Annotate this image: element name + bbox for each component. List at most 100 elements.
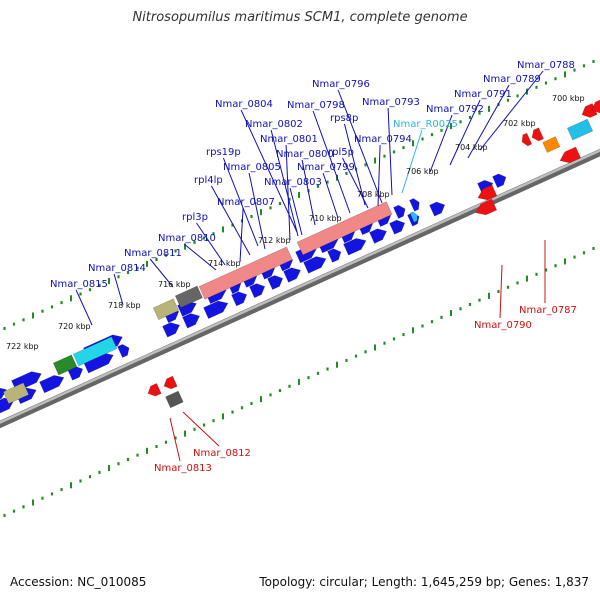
gene-label-nmar_0788: Nmar_0788 <box>517 60 575 71</box>
gene-label-nmar_0804: Nmar_0804 <box>215 99 273 110</box>
reverse-cds-arrow <box>475 198 498 216</box>
kbp-tick-label: 710 kbp <box>309 214 342 223</box>
gene-label-nmar_0812: Nmar_0812 <box>193 448 251 459</box>
gene-label-nmar_0789: Nmar_0789 <box>483 74 541 85</box>
leader-line <box>149 258 174 288</box>
misc-feature-box <box>566 118 594 141</box>
kbp-labels: 700 kbp 702 kbp 704 kbp 706 kbp 708 kbp 710 k… <box>6 94 585 351</box>
gene-label-nmar_0815: Nmar_0815 <box>50 279 108 290</box>
gene-label-nmar_0811: Nmar_0811 <box>124 248 182 259</box>
kbp-tick-label: 704 kbp <box>455 143 488 152</box>
gene-features <box>0 99 600 414</box>
leader-line <box>312 110 351 214</box>
forward-cds-arrow <box>492 173 507 188</box>
gene-label-nmar_0803: Nmar_0803 <box>264 177 322 188</box>
gene-label-nmar_0800: Nmar_0800 <box>276 149 334 160</box>
gene-label-nmar_0810: Nmar_0810 <box>158 233 216 244</box>
gene-label-nmar_0805: Nmar_0805 <box>223 162 281 173</box>
gene-label-nmar_0801: Nmar_0801 <box>260 134 318 145</box>
reverse-cds-arrow <box>559 146 582 164</box>
leader-line <box>183 243 217 271</box>
gene-label-rps19p: rps19p <box>206 147 241 158</box>
misc-feature-box <box>165 390 184 409</box>
misc-feature-box <box>152 298 180 321</box>
leader-line <box>210 185 251 256</box>
gene-label-rpl4lp: rpl4lp <box>194 175 223 186</box>
kbp-tick-label: 706 kbp <box>406 167 439 176</box>
map-title: Nitrosopumilus maritimus SCM1, complete … <box>132 10 468 25</box>
gene-label-rpl5p: rpl5p <box>328 147 354 158</box>
accession-text: Accession: NC_010085 <box>10 575 147 589</box>
leader-line <box>222 157 259 247</box>
leader-line <box>387 107 393 196</box>
leader-line <box>240 109 298 233</box>
forward-cds-arrow <box>182 313 200 329</box>
leader-line <box>285 144 291 241</box>
genome-backbone <box>0 148 600 429</box>
leader-line <box>344 123 366 206</box>
kbp-tick-label: 700 kbp <box>552 94 585 103</box>
leader-line <box>239 207 244 263</box>
kbp-tick-label: 716 kbp <box>158 280 191 289</box>
gene-label-nmar_0813: Nmar_0813 <box>154 463 212 474</box>
forward-cds-arrow <box>429 201 446 217</box>
leader-line <box>270 129 299 237</box>
gene-label-nmar_0798: Nmar_0798 <box>287 100 345 111</box>
gene-label-rpl3p: rpl3p <box>182 212 208 223</box>
forward-cds-arrow <box>393 204 406 219</box>
reverse-cds-arrow <box>477 184 498 201</box>
forward-cds-arrow <box>162 322 180 338</box>
leader-line <box>301 159 316 226</box>
misc-feature-box <box>2 382 30 405</box>
forward-cds-arrow <box>409 198 420 212</box>
gene-label-nmar_0793: Nmar_0793 <box>362 97 420 108</box>
label-leader-lines <box>75 70 546 462</box>
forward-cds-arrow <box>369 228 387 244</box>
forward-cds-arrow <box>203 300 229 319</box>
gene-label-nmar_r0025: Nmar_R0025 <box>393 119 458 130</box>
misc-feature-box <box>542 136 561 153</box>
leader-line <box>196 222 226 266</box>
leader-line <box>479 70 544 151</box>
leader-line <box>322 172 339 219</box>
forward-cds-arrow <box>327 248 342 263</box>
leader-line <box>499 264 503 319</box>
kbp-tick-label: 720 kbp <box>58 322 91 331</box>
genome-stats-text: Topology: circular; Length: 1,645,259 bp… <box>259 575 589 589</box>
forward-cds-arrow <box>0 387 7 400</box>
gene-label-nmar_0802: Nmar_0802 <box>245 119 303 130</box>
kbp-tick-label: 708 kbp <box>357 190 390 199</box>
gene-label-nmar_0794: Nmar_0794 <box>354 134 412 145</box>
forward-cds-arrow <box>283 267 301 283</box>
leader-line <box>467 84 510 159</box>
ncrna-arrow <box>409 211 418 223</box>
reverse-cds-arrow <box>163 375 178 390</box>
forward-cds-arrow <box>249 283 266 299</box>
leader-line <box>449 99 481 166</box>
misc-feature-box <box>52 354 78 376</box>
gene-label-nmar_0807: Nmar_0807 <box>217 197 275 208</box>
reverse-cds-arrow <box>521 132 533 147</box>
gene-labels: Nmar_0788 Nmar_0789 Nmar_0791 Nmar_0796 Nmar… <box>50 60 577 474</box>
forward-cds-arrow <box>267 275 284 290</box>
leader-line <box>248 172 266 250</box>
rrna-box <box>198 246 293 300</box>
misc-feature-box <box>72 336 118 367</box>
leader-line <box>377 144 381 207</box>
gene-label-nmar_0796: Nmar_0796 <box>312 79 370 90</box>
gene-label-nmar_0792: Nmar_0792 <box>426 104 484 115</box>
forward-cds-arrow <box>389 219 406 235</box>
reverse-cds-arrow <box>591 99 600 114</box>
leader-line <box>342 157 369 209</box>
gene-label-nmar_0799: Nmar_0799 <box>297 162 355 173</box>
reverse-cds-arrow <box>531 127 544 142</box>
forward-cds-arrow <box>303 256 327 274</box>
rrna-box <box>296 201 393 256</box>
leader-line <box>337 89 383 204</box>
forward-cds-arrow <box>343 238 367 256</box>
leader-line <box>401 129 423 194</box>
misc-feature-box <box>174 285 203 309</box>
gene-label-rps8p: rps8p <box>330 113 358 124</box>
gene-label-nmar_0787: Nmar_0787 <box>519 305 577 316</box>
